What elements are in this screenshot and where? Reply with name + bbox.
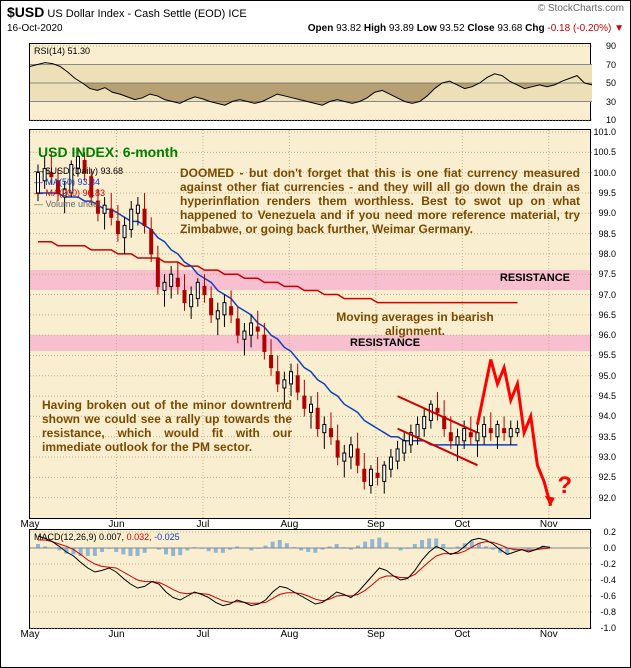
macd-panel: MACD(12,26,9) 0.007, 0.032, -0.025 -1.0-… xyxy=(29,529,591,629)
rsi-plot xyxy=(30,44,592,122)
price-panel: USD INDEX: 6-month — $USD (Daily) 93.68—… xyxy=(29,129,591,519)
rsi-panel: RSI(14) 51.30 1030507090 xyxy=(29,43,591,121)
macd-plot xyxy=(30,530,592,630)
date-ohlc-row: 16-Oct-2020 Open 93.82 High 93.89 Low 93… xyxy=(1,23,630,34)
chart-header: $USD US Dollar Index - Cash Settle (EOD)… xyxy=(1,1,630,23)
resistance-label-lower: RESISTANCE xyxy=(350,337,420,349)
ticker-description: US Dollar Index - Cash Settle (EOD) ICE xyxy=(47,8,246,20)
annotation-breakout: Having broken out of the minor downtrend… xyxy=(42,398,292,454)
change-value: -0.18 (-0.20%) xyxy=(547,23,611,34)
chart-title: USD INDEX: 6-month xyxy=(38,144,178,160)
chart-date: 16-Oct-2020 xyxy=(7,23,63,34)
price-legend: — $USD (Daily) 93.68— MA(50) 93.34— MA(2… xyxy=(34,166,123,210)
annotation-ma-bearish: Moving averages in bearish alignment. xyxy=(330,310,500,338)
chart-container: $USD US Dollar Index - Cash Settle (EOD)… xyxy=(0,0,631,668)
source-attribution: © StockCharts.com xyxy=(538,3,624,14)
price-y-axis: 92.092.593.093.594.094.595.095.596.096.5… xyxy=(592,130,618,518)
macd-x-axis: MayJunJulAugSepOctNov xyxy=(30,629,590,643)
ohlc-values: Open 93.82 High 93.89 Low 93.52 Close 93… xyxy=(308,23,624,34)
rsi-y-axis: 1030507090 xyxy=(592,44,618,120)
macd-y-axis: -1.0-0.8-0.6-0.4-0.20.00.2 xyxy=(592,530,618,628)
resistance-label-upper: RESISTANCE xyxy=(500,272,570,284)
ticker-symbol: $USD xyxy=(7,4,44,20)
question-mark: ? xyxy=(557,472,572,500)
annotation-doomed: DOOMED - but don't forget that this is o… xyxy=(180,166,580,236)
